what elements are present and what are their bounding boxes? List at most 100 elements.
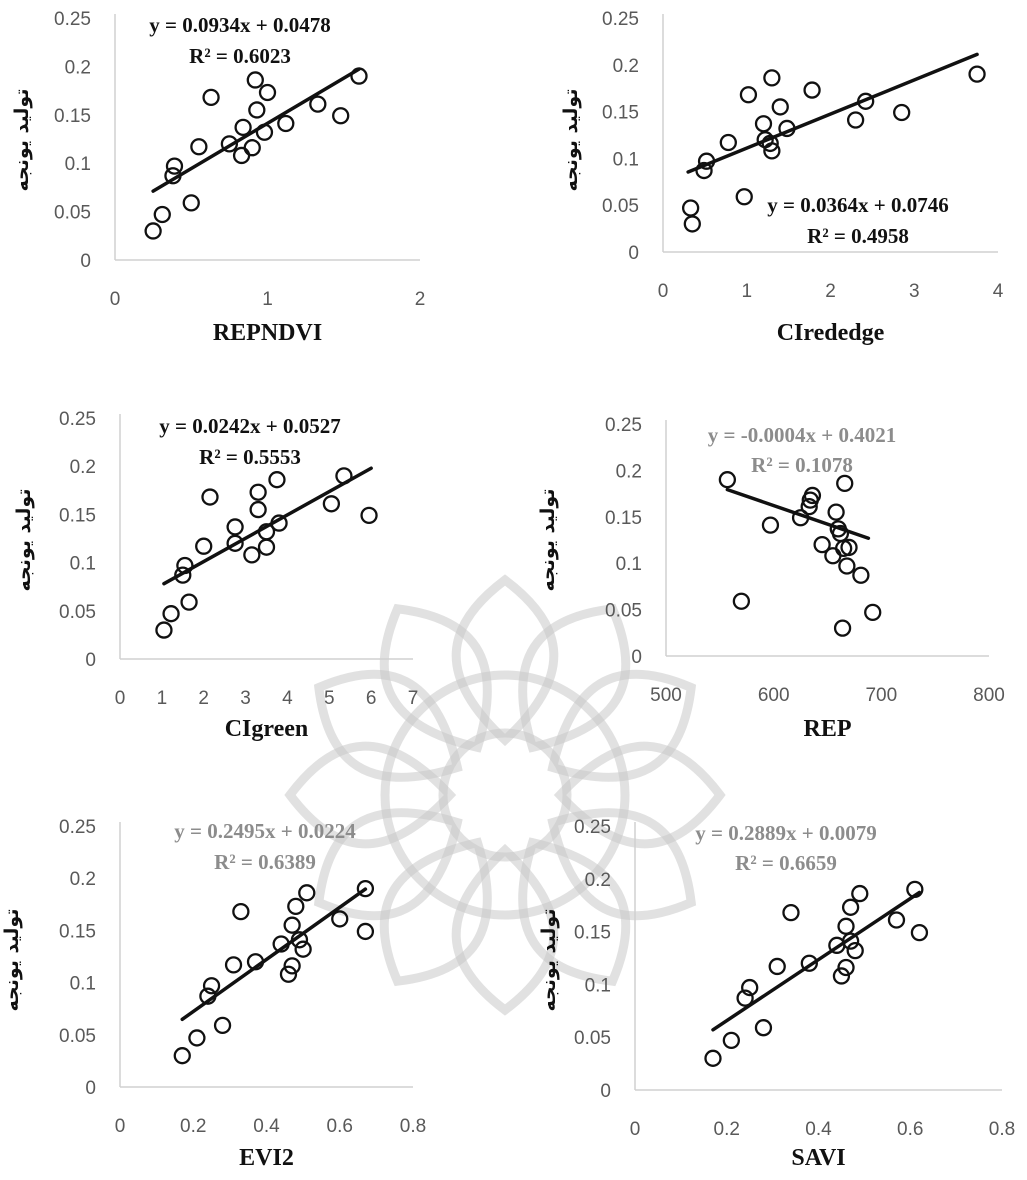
data-point <box>272 935 290 953</box>
r-squared-label: R² = 0.6659 <box>735 851 837 875</box>
x-tick-label: 1 <box>157 688 168 709</box>
x-tick-label: 3 <box>240 688 251 709</box>
x-tick-label: 7 <box>408 688 419 709</box>
data-point <box>852 566 870 584</box>
r-squared-label: R² = 0.6389 <box>214 850 316 874</box>
y-tick-label: 0.2 <box>65 57 91 78</box>
data-point <box>683 215 701 233</box>
data-point <box>857 92 875 110</box>
y-tick-label: 0 <box>85 1078 96 1099</box>
data-point <box>188 1029 206 1047</box>
data-point <box>144 222 162 240</box>
x-axis-label: REP <box>804 716 852 742</box>
data-point <box>763 69 781 87</box>
r-squared-label: R² = 0.1078 <box>751 453 853 477</box>
watermark-petal <box>451 574 559 747</box>
data-point <box>968 65 986 83</box>
data-point <box>681 199 700 217</box>
watermark-petal <box>313 669 463 782</box>
data-point <box>257 523 276 541</box>
data-point <box>258 83 277 102</box>
data-point <box>735 188 753 206</box>
data-point <box>791 509 810 527</box>
data-point <box>800 954 818 972</box>
x-tick-label: 4 <box>282 688 293 709</box>
data-point <box>851 884 869 903</box>
x-tick-label: 0.4 <box>805 1119 832 1140</box>
data-point <box>277 114 295 133</box>
trendline <box>151 67 361 193</box>
watermark-petal <box>284 741 457 849</box>
data-point <box>226 534 244 552</box>
data-point <box>331 910 349 928</box>
x-tick-label: 2 <box>198 688 209 709</box>
data-point <box>754 1019 773 1037</box>
data-point <box>246 71 264 89</box>
data-point <box>164 167 182 185</box>
data-point <box>268 471 286 489</box>
watermark-petal <box>553 741 726 849</box>
y-tick-label: 0 <box>631 647 642 668</box>
data-point <box>283 957 301 975</box>
y-tick-label: 0.1 <box>70 554 96 575</box>
data-point <box>761 516 780 534</box>
data-point <box>768 957 786 976</box>
data-point <box>332 107 350 125</box>
x-tick-label: 0.8 <box>989 1119 1015 1140</box>
data-point <box>840 538 858 557</box>
y-tick-label: 0.15 <box>602 103 639 124</box>
y-tick-label: 0.15 <box>59 505 96 526</box>
y-tick-label: 0.1 <box>613 149 639 170</box>
data-point <box>832 967 851 985</box>
data-point <box>226 518 244 536</box>
data-point <box>176 556 194 575</box>
y-tick-label: 0.05 <box>59 602 96 623</box>
data-point <box>287 897 305 916</box>
data-point <box>836 474 854 493</box>
data-point <box>283 916 301 934</box>
trendline <box>162 466 373 586</box>
y-axis-label: تولید یونجه <box>13 489 35 592</box>
data-point <box>906 880 924 899</box>
y-tick-label: 0.15 <box>605 508 642 529</box>
data-point <box>704 1049 722 1067</box>
y-tick-label: 0.25 <box>59 817 96 838</box>
x-axis-label: CIgreen <box>225 716 309 742</box>
data-point <box>190 138 208 156</box>
y-tick-label: 0.05 <box>59 1026 96 1047</box>
data-point <box>279 965 298 983</box>
data-point <box>846 941 864 960</box>
x-tick-label: 0.6 <box>327 1116 353 1137</box>
y-tick-label: 0.05 <box>602 196 639 217</box>
data-point <box>782 903 800 922</box>
data-point <box>910 924 929 942</box>
x-axis-label: REPNDVI <box>213 320 322 346</box>
data-point <box>356 922 375 941</box>
y-tick-label: 0 <box>628 243 639 264</box>
data-point <box>290 931 309 949</box>
trendline-equation: y = 0.0364x + 0.0746 <box>767 193 948 217</box>
y-tick-label: 0.1 <box>585 975 611 996</box>
data-point <box>195 537 213 555</box>
data-point <box>213 1016 232 1035</box>
data-point <box>718 471 737 489</box>
watermark-petal <box>313 808 463 921</box>
scatter-panel: 0 0.05 0.1 0.15 0.2 0.25 500 600 700 800 REP تولید … <box>537 415 1005 742</box>
data-point <box>739 86 758 104</box>
data-point <box>180 593 198 611</box>
scatter-panel: 0 0.05 0.1 0.15 0.2 0.25 0 1 2 3 4 5 6 7 CIgreen تولید … <box>13 409 418 742</box>
y-tick-label: 0.05 <box>605 601 642 622</box>
trendline-equation: y = 0.0242x + 0.0527 <box>159 414 340 438</box>
data-point <box>243 546 261 564</box>
r-squared-label: R² = 0.6023 <box>189 44 291 68</box>
data-point <box>202 88 220 107</box>
data-point <box>322 495 341 513</box>
watermark-petal <box>518 603 631 753</box>
y-tick-label: 0.25 <box>605 415 642 436</box>
x-tick-label: 0.2 <box>180 1116 206 1137</box>
y-tick-label: 0.25 <box>602 9 639 30</box>
data-point <box>255 123 274 141</box>
data-point <box>827 503 845 521</box>
trendline-equation: y = 0.2495x + 0.0224 <box>174 819 356 843</box>
